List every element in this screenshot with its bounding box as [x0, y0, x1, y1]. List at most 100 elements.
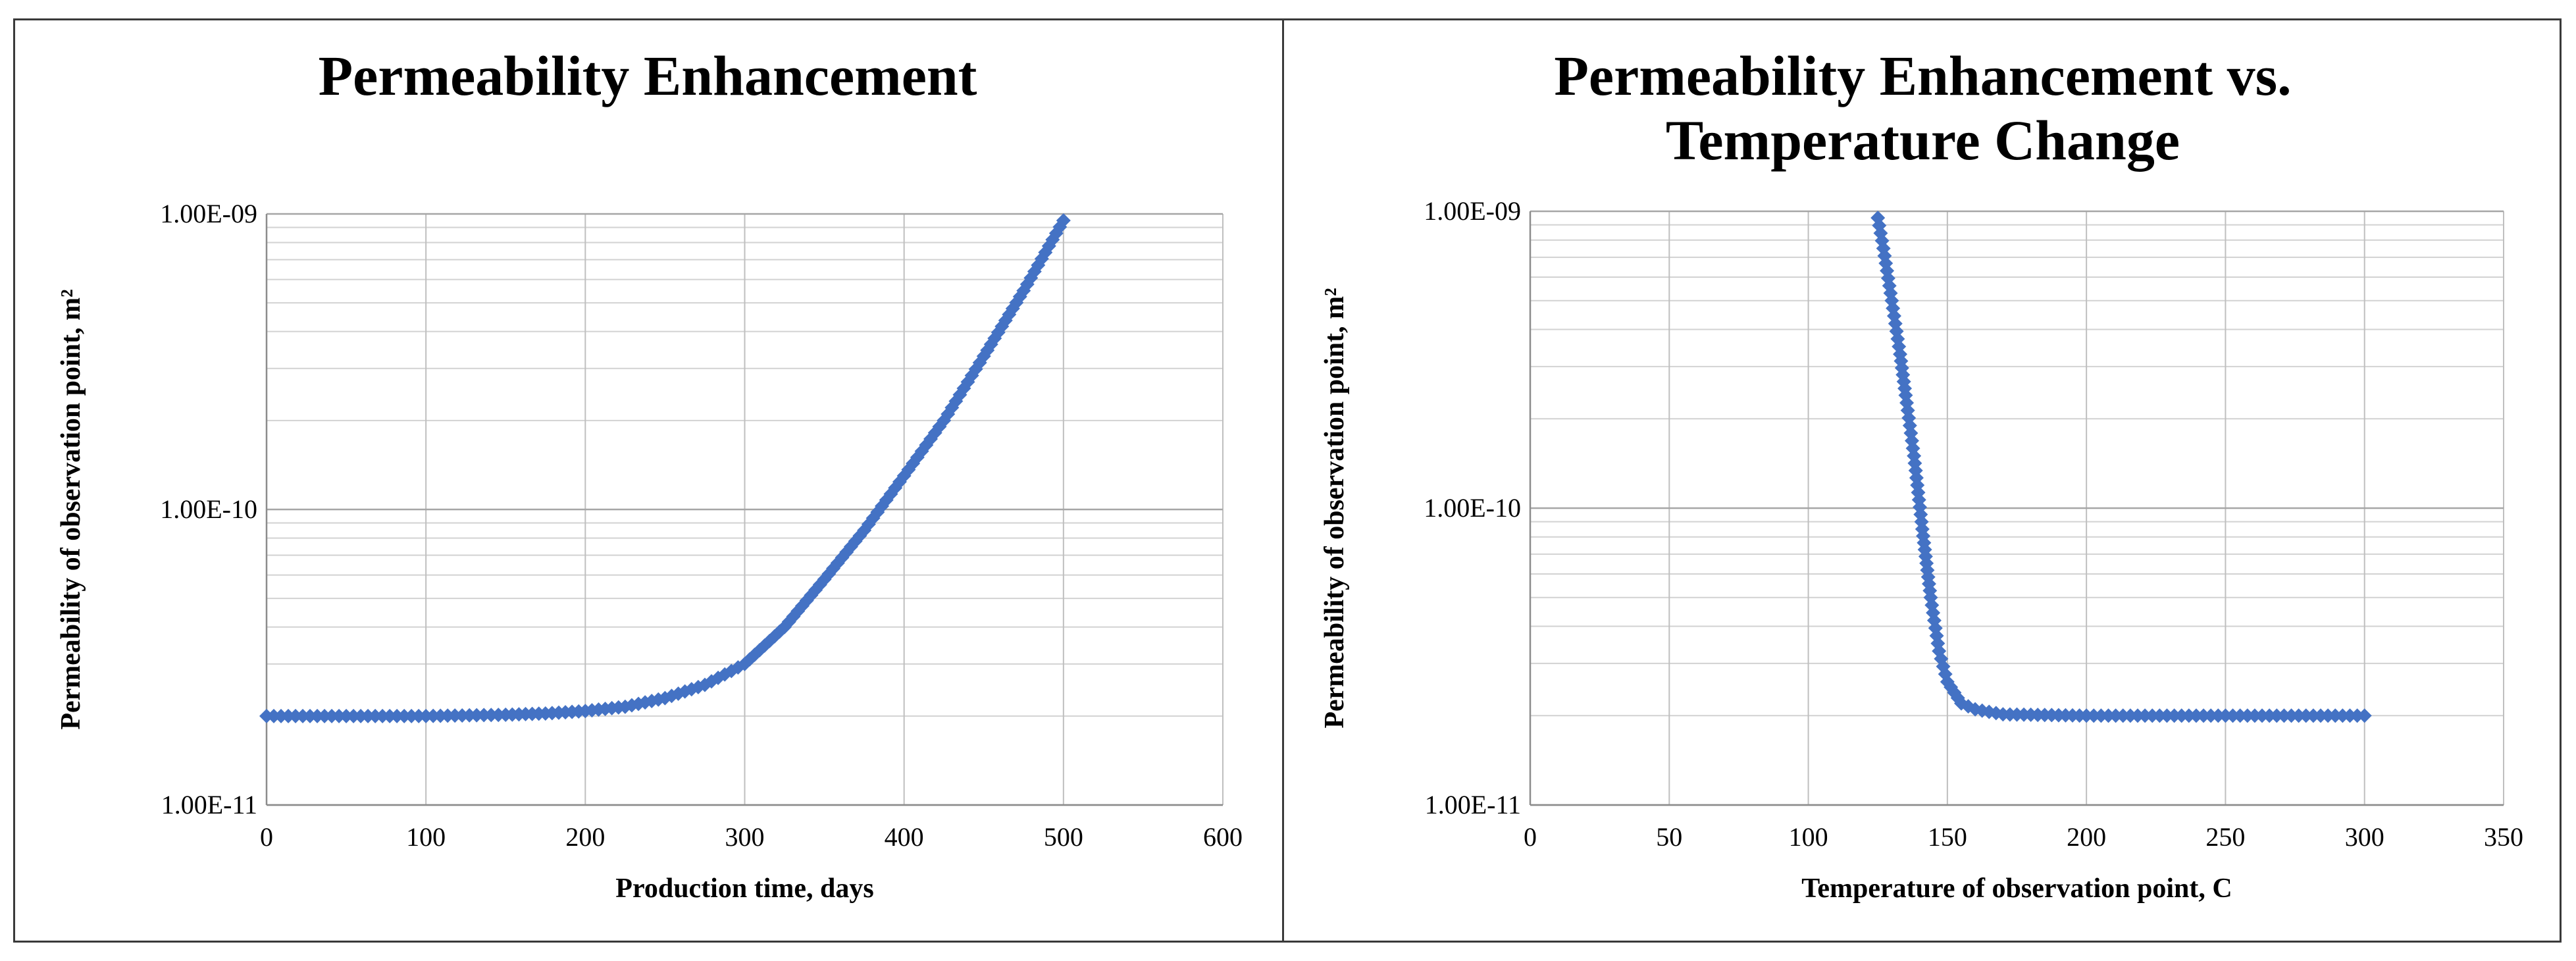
data-point-marker: [2313, 708, 2328, 723]
x-tick-label: 300: [2345, 822, 2384, 852]
data-point-marker: [346, 708, 361, 723]
x-tick-label: 200: [565, 822, 605, 852]
data-point-marker: [2284, 708, 2299, 723]
data-point-marker: [1920, 563, 1935, 578]
data-point-marker: [2174, 708, 2189, 723]
x-tick-label: 100: [406, 822, 446, 852]
data-point-marker: [1910, 478, 1925, 493]
data-point-marker: [324, 708, 340, 723]
data-point-marker: [2115, 708, 2130, 723]
data-point-marker: [1916, 529, 1931, 544]
data-point-marker: [2218, 708, 2233, 723]
data-point-marker: [1953, 696, 1969, 711]
figure-frame: [13, 18, 2562, 943]
x-tick-label: 0: [1524, 822, 1537, 852]
data-point-marker: [2357, 708, 2372, 723]
data-point-marker: [1893, 353, 1909, 369]
data-point-marker: [1905, 441, 1920, 456]
x-tick-label: 350: [2484, 822, 2523, 852]
y-tick-label: 1.00E-09: [160, 199, 257, 228]
data-point-marker: [375, 708, 390, 723]
data-point-marker: [2196, 708, 2211, 723]
x-tick-label: 500: [1044, 822, 1083, 852]
x-tick-label: 600: [1203, 822, 1243, 852]
data-point-marker: [274, 708, 289, 723]
data-point-marker: [2203, 708, 2219, 723]
data-point-marker: [288, 708, 303, 723]
data-point-marker: [2240, 708, 2255, 723]
data-point-marker: [2350, 708, 2365, 723]
y-tick-label: 1.00E-10: [160, 494, 257, 524]
x-tick-label: 150: [1928, 822, 1967, 852]
data-point-marker: [2152, 708, 2167, 723]
x-axis-title: Temperature of observation point, C: [1801, 873, 2232, 904]
data-point-marker: [697, 677, 712, 692]
data-point-marker: [2079, 708, 2094, 723]
data-point-marker: [2094, 708, 2109, 723]
y-axis-title: Permeability of observation point, m²: [56, 289, 86, 729]
data-point-marker: [2123, 708, 2138, 723]
data-point-marker: [2159, 708, 2175, 723]
data-point-marker: [1974, 703, 1990, 718]
chart-panel-left: Permeability Enhancement 0 100 200 300 400 50…: [13, 18, 1282, 943]
panel-divider: [1282, 18, 1284, 943]
data-point-marker: [332, 708, 347, 723]
data-point-marker: [303, 708, 318, 723]
data-point-marker: [2130, 708, 2145, 723]
data-point-marker: [2211, 708, 2226, 723]
y-axis-title: Permeability of observation point, m²: [1320, 288, 1350, 728]
data-point-marker: [2298, 708, 2313, 723]
data-point-marker: [353, 708, 369, 723]
data-series: [1870, 211, 2372, 723]
data-point-marker: [2277, 708, 2292, 723]
data-point-marker: [361, 708, 376, 723]
data-point-marker: [1902, 418, 1917, 433]
data-point-marker: [411, 708, 426, 723]
x-tick-label: 400: [885, 822, 924, 852]
data-point-marker: [2291, 708, 2306, 723]
chart-permeability-vs-time: 0 100 200 300 400 500 600 1.00E-11 1.00E-10 1.00E…: [56, 199, 1243, 904]
data-point-marker: [2225, 708, 2240, 723]
data-point-marker: [1926, 606, 1941, 621]
data-point-marker: [1056, 213, 1071, 228]
x-tick-label: 50: [1656, 822, 1682, 852]
data-point-marker: [281, 708, 296, 723]
data-point-marker: [2232, 708, 2248, 723]
data-point-marker: [1950, 690, 1965, 706]
data-point-marker: [339, 708, 354, 723]
chart-permeability-vs-temperature: 0 50 100 150 200 250 300 350 1.00E-11 1.00E-10 1.0…: [1320, 196, 2523, 904]
data-point-marker: [2262, 708, 2277, 723]
data-point-marker: [1929, 628, 1944, 643]
x-axis-title: Production time, days: [615, 873, 873, 904]
data-point-marker: [1897, 381, 1913, 396]
data-point-marker: [1934, 651, 1949, 666]
chart-title: Permeability Enhancement: [318, 44, 977, 107]
data-point-marker: [2269, 708, 2284, 723]
data-point-marker: [2145, 708, 2160, 723]
data-point-marker: [368, 708, 383, 723]
y-tick-label: 1.00E-11: [161, 790, 257, 819]
data-point-marker: [1876, 241, 1891, 256]
data-point-marker: [2328, 708, 2343, 723]
x-tick-label: 300: [725, 822, 765, 852]
data-point-marker: [2167, 708, 2182, 723]
y-tick-label: 1.00E-11: [1425, 790, 1521, 819]
data-point-marker: [2188, 708, 2203, 723]
chart-title: Permeability Enhancement vs. Temperature…: [1554, 44, 2292, 172]
data-point-marker: [2342, 708, 2357, 723]
data-point-marker: [2101, 708, 2116, 723]
data-point-marker: [2335, 708, 2350, 723]
data-point-marker: [2306, 708, 2321, 723]
data-point-marker: [2255, 708, 2270, 723]
data-point-marker: [404, 708, 419, 723]
data-point-marker: [1870, 211, 1886, 226]
data-point-marker: [1923, 590, 1938, 605]
data-point-marker: [267, 708, 282, 723]
data-point-marker: [1899, 396, 1915, 411]
data-point-marker: [2086, 708, 2101, 723]
data-point-marker: [1877, 248, 1892, 263]
data-point-marker: [664, 688, 679, 704]
data-point-marker: [1914, 514, 1929, 529]
data-point-marker: [1924, 598, 1940, 613]
data-point-marker: [2181, 708, 2196, 723]
